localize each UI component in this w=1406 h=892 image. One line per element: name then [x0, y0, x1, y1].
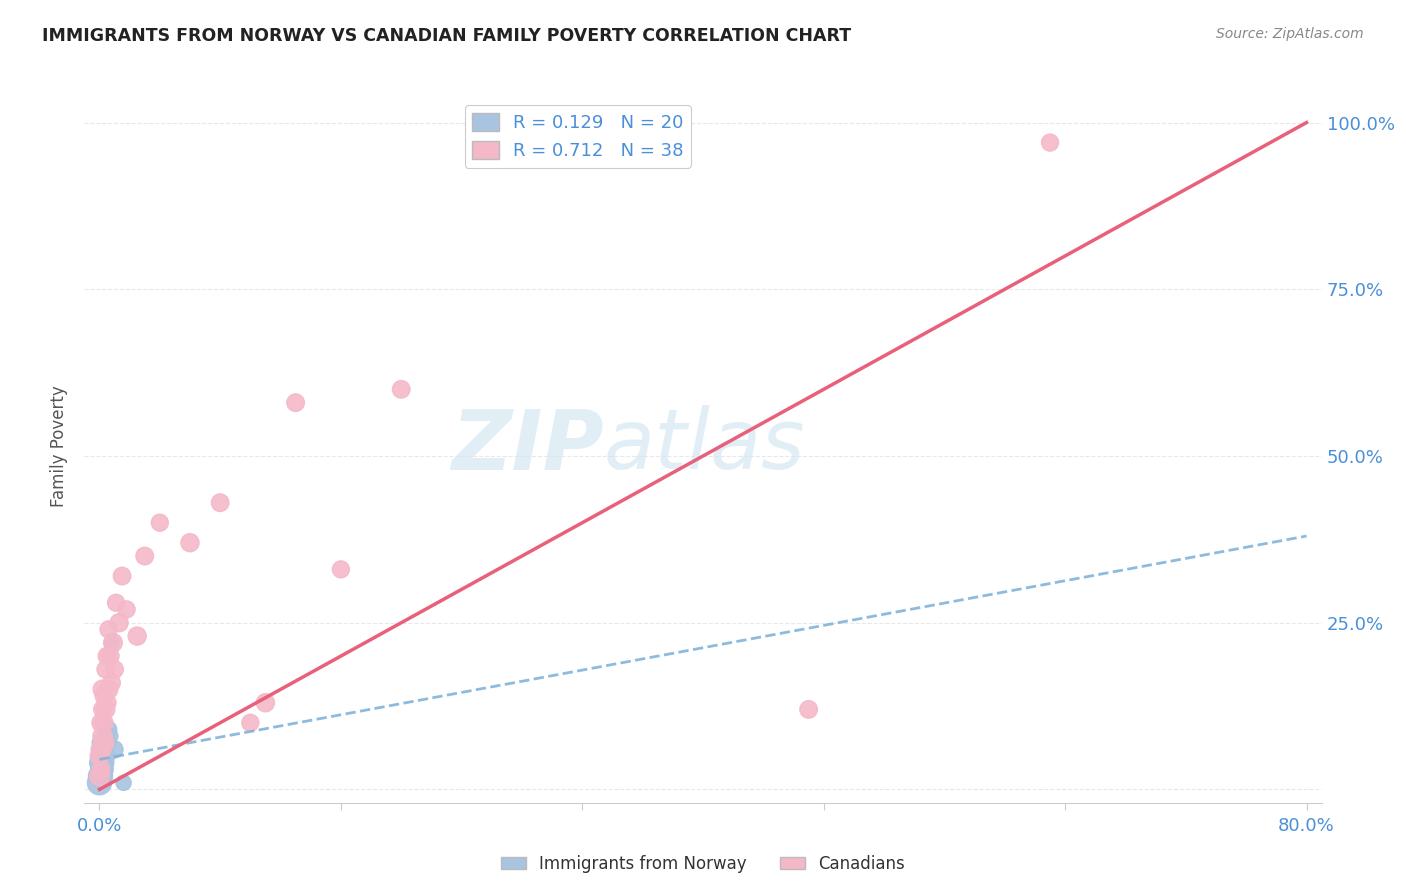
Point	[100, 636, 122, 650]
Point	[93, 736, 115, 750]
Point	[90, 736, 112, 750]
Text: Source: ZipAtlas.com: Source: ZipAtlas.com	[1216, 27, 1364, 41]
Point	[97, 623, 120, 637]
Point	[103, 742, 125, 756]
Point	[91, 702, 114, 716]
Point	[96, 736, 118, 750]
Text: IMMIGRANTS FROM NORWAY VS CANADIAN FAMILY POVERTY CORRELATION CHART: IMMIGRANTS FROM NORWAY VS CANADIAN FAMIL…	[42, 27, 851, 45]
Point	[91, 749, 114, 764]
Point	[797, 702, 820, 716]
Point	[98, 729, 121, 743]
Point	[134, 549, 156, 563]
Text: atlas: atlas	[605, 406, 806, 486]
Point	[96, 696, 118, 710]
Point	[112, 776, 135, 790]
Point	[90, 763, 112, 777]
Point	[93, 736, 115, 750]
Point	[97, 723, 120, 737]
Point	[94, 702, 117, 716]
Point	[90, 769, 112, 783]
Point	[127, 629, 149, 643]
Point	[89, 769, 111, 783]
Point	[89, 769, 111, 783]
Point	[89, 776, 111, 790]
Point	[91, 682, 114, 697]
Point	[91, 742, 114, 756]
Point	[100, 675, 122, 690]
Point	[89, 749, 111, 764]
Point	[239, 715, 262, 730]
Text: ZIP: ZIP	[451, 406, 605, 486]
Point	[98, 649, 121, 664]
Point	[1039, 136, 1062, 150]
Point	[89, 756, 111, 770]
Point	[93, 756, 115, 770]
Y-axis label: Family Poverty: Family Poverty	[51, 385, 69, 507]
Point	[93, 715, 115, 730]
Point	[94, 662, 117, 676]
Point	[209, 496, 232, 510]
Point	[179, 535, 201, 549]
Point	[105, 596, 128, 610]
Point	[254, 696, 277, 710]
Point	[93, 689, 115, 703]
Point	[94, 729, 117, 743]
Point	[97, 682, 120, 697]
Point	[94, 749, 117, 764]
Point	[149, 516, 172, 530]
Point	[389, 382, 412, 396]
Point	[108, 615, 131, 630]
Point	[115, 602, 138, 616]
Point	[91, 729, 114, 743]
Point	[526, 136, 548, 150]
Point	[90, 749, 112, 764]
Point	[284, 395, 307, 409]
Point	[91, 763, 114, 777]
Point	[90, 763, 112, 777]
Legend: R = 0.129   N = 20, R = 0.712   N = 38: R = 0.129 N = 20, R = 0.712 N = 38	[464, 105, 690, 168]
Point	[329, 562, 352, 576]
Point	[90, 742, 112, 756]
Legend: Immigrants from Norway, Canadians: Immigrants from Norway, Canadians	[494, 848, 912, 880]
Point	[90, 715, 112, 730]
Point	[96, 649, 118, 664]
Point	[111, 569, 134, 583]
Point	[101, 636, 124, 650]
Point	[103, 662, 125, 676]
